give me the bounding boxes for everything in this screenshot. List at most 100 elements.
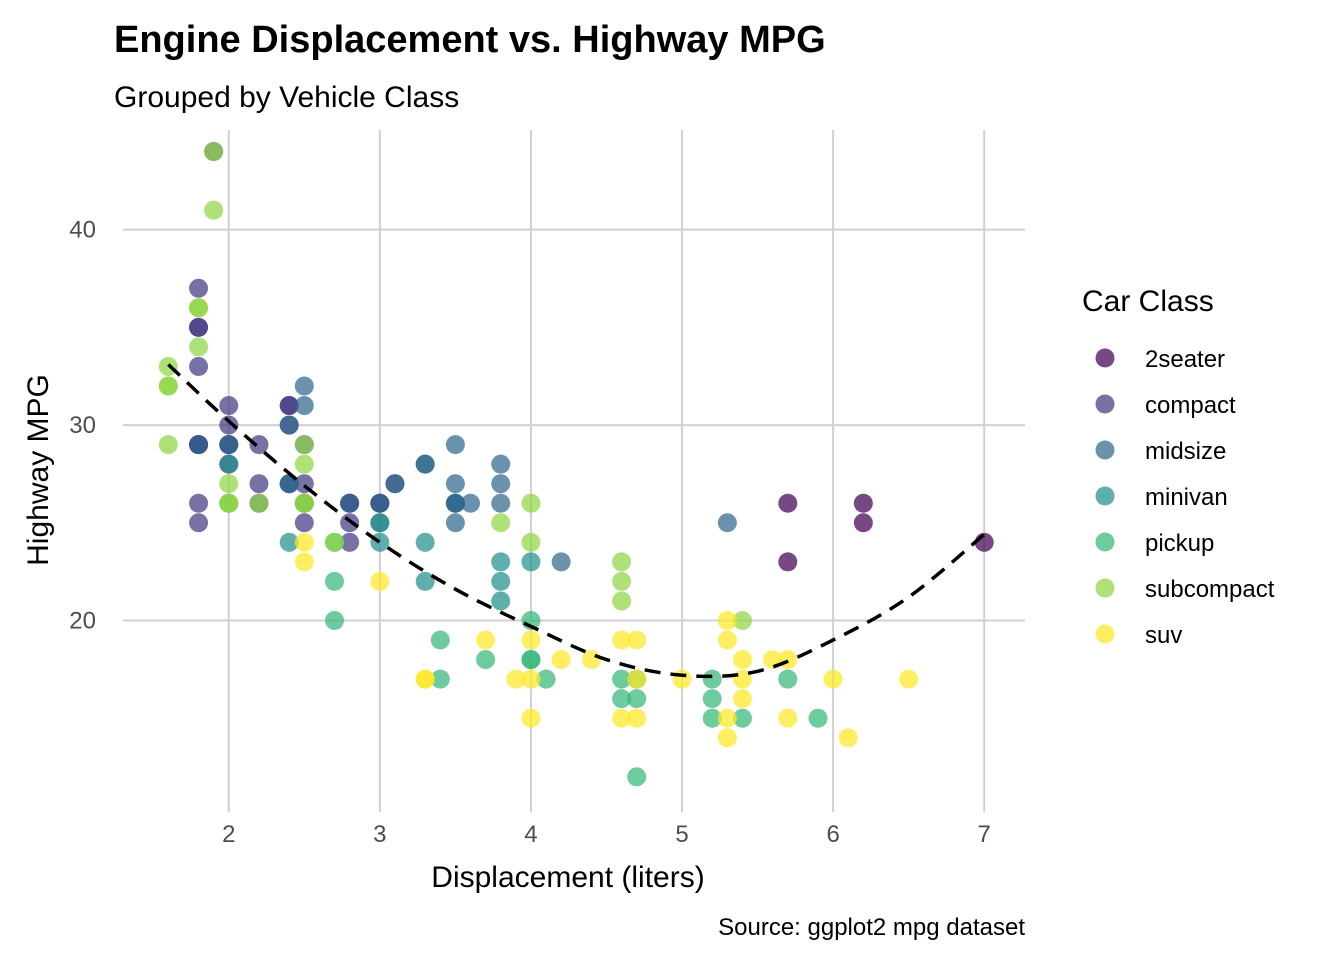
data-point [325, 532, 345, 552]
data-point [189, 298, 209, 318]
data-point [249, 435, 269, 455]
legend-title: Car Class [1082, 285, 1214, 318]
data-point [521, 650, 541, 670]
data-point [158, 376, 178, 396]
data-point [612, 669, 632, 689]
data-point [732, 708, 752, 728]
data-point [627, 689, 647, 709]
legend-label: midsize [1145, 438, 1226, 465]
data-point [717, 610, 737, 630]
data-point [249, 493, 269, 513]
legend-label: compact [1145, 392, 1236, 419]
data-point [294, 435, 314, 455]
data-point [778, 552, 798, 572]
data-point [536, 669, 556, 689]
data-point [219, 415, 239, 435]
legend-label: 2seater [1145, 346, 1225, 373]
data-point [189, 278, 209, 298]
data-point [249, 474, 269, 494]
data-point [294, 493, 314, 513]
data-points [158, 141, 994, 787]
chart-caption: Source: ggplot2 mpg dataset [718, 914, 1025, 941]
data-point [476, 630, 496, 650]
data-point [294, 376, 314, 396]
data-point [461, 493, 481, 513]
data-point [808, 708, 828, 728]
data-point [491, 454, 511, 474]
data-point [415, 571, 435, 591]
x-tick-label: 6 [826, 821, 839, 848]
data-point [823, 669, 843, 689]
data-point [717, 630, 737, 650]
data-point [491, 493, 511, 513]
data-point [627, 767, 647, 787]
data-point [732, 650, 752, 670]
data-point [204, 200, 224, 220]
data-point [551, 650, 571, 670]
y-tick-label: 30 [69, 412, 96, 439]
data-point [370, 513, 390, 533]
data-point [189, 317, 209, 337]
data-point [521, 630, 541, 650]
data-point [717, 728, 737, 748]
series-suv [294, 532, 919, 748]
data-point [778, 708, 798, 728]
legend-item-suv: suv [1095, 622, 1182, 649]
chart-title: Engine Displacement vs. Highway MPG [114, 19, 826, 61]
data-point [430, 669, 450, 689]
data-point [702, 708, 722, 728]
legend-item-2seater: 2seater [1095, 346, 1225, 373]
data-point [219, 396, 239, 416]
grid [123, 130, 1025, 812]
legend-label: pickup [1145, 530, 1214, 557]
data-point [189, 435, 209, 455]
data-point [219, 493, 239, 513]
data-point [476, 650, 496, 670]
series-subcompact [158, 141, 752, 630]
data-point [521, 669, 541, 689]
data-point [294, 532, 314, 552]
data-point [551, 552, 571, 572]
legend-label: suv [1145, 622, 1182, 649]
data-point [370, 493, 390, 513]
legend-key [1095, 348, 1115, 368]
legend-key [1095, 394, 1115, 414]
trend [167, 363, 986, 679]
data-point [491, 474, 511, 494]
data-point [445, 474, 465, 494]
data-point [294, 513, 314, 533]
data-point [612, 630, 632, 650]
x-axis-title: Displacement (liters) [431, 861, 704, 894]
data-point [325, 610, 345, 630]
data-point [612, 552, 632, 572]
data-point [899, 669, 919, 689]
data-point [627, 669, 647, 689]
data-point [189, 337, 209, 357]
data-point [853, 513, 873, 533]
data-point [521, 493, 541, 513]
legend-key [1095, 532, 1115, 552]
data-point [778, 493, 798, 513]
data-point [717, 708, 737, 728]
x-tick-label: 2 [222, 821, 235, 848]
data-point [385, 474, 405, 494]
data-point [732, 689, 752, 709]
x-tick-label: 3 [373, 821, 386, 848]
data-point [612, 591, 632, 611]
data-point [325, 571, 345, 591]
legend-label: minivan [1145, 484, 1228, 511]
data-point [506, 669, 526, 689]
legend-item-pickup: pickup [1095, 530, 1214, 557]
data-point [732, 610, 752, 630]
legend: 2seater compact midsize minivan pickup subcom… [1095, 346, 1275, 649]
data-point [702, 689, 722, 709]
legend-key [1095, 486, 1115, 506]
data-point [627, 630, 647, 650]
data-point [294, 454, 314, 474]
data-point [219, 435, 239, 455]
x-tick-label: 7 [978, 821, 991, 848]
data-point [294, 396, 314, 416]
series-pickup [325, 532, 828, 787]
data-point [853, 493, 873, 513]
